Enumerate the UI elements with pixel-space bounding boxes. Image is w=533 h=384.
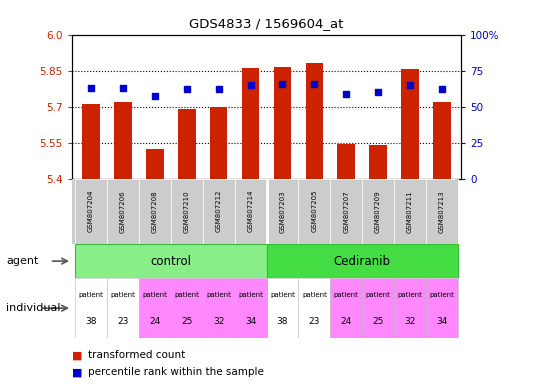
Bar xyxy=(203,278,235,338)
Text: control: control xyxy=(150,255,191,268)
Bar xyxy=(203,179,235,244)
Text: 25: 25 xyxy=(373,317,384,326)
Text: individual: individual xyxy=(6,303,61,313)
Text: patient: patient xyxy=(302,292,327,298)
Text: ■: ■ xyxy=(72,367,83,377)
Bar xyxy=(266,278,298,338)
Bar xyxy=(235,179,266,244)
Bar xyxy=(171,179,203,244)
Text: 24: 24 xyxy=(341,317,352,326)
Bar xyxy=(433,102,451,179)
Text: GSM807209: GSM807209 xyxy=(375,190,381,233)
Bar xyxy=(107,179,139,244)
Bar xyxy=(330,179,362,244)
Bar xyxy=(394,278,426,338)
Bar xyxy=(362,179,394,244)
Text: patient: patient xyxy=(142,292,167,298)
Bar xyxy=(298,278,330,338)
Point xyxy=(374,89,382,95)
Text: ■: ■ xyxy=(72,350,83,360)
Text: transformed count: transformed count xyxy=(88,350,185,360)
Text: patient: patient xyxy=(79,292,103,298)
Text: GSM807206: GSM807206 xyxy=(120,190,126,233)
Bar xyxy=(114,102,132,179)
Text: GSM807207: GSM807207 xyxy=(343,190,349,233)
Point xyxy=(246,82,255,88)
Bar xyxy=(426,278,458,338)
Bar xyxy=(210,106,228,179)
Point xyxy=(214,86,223,92)
Bar xyxy=(266,179,298,244)
Bar xyxy=(401,70,419,179)
Bar xyxy=(362,278,394,338)
Bar xyxy=(82,104,100,179)
Point xyxy=(406,82,414,88)
Bar xyxy=(75,278,107,338)
Text: GSM807203: GSM807203 xyxy=(279,190,286,233)
Text: GSM807213: GSM807213 xyxy=(439,190,445,233)
Bar xyxy=(242,68,260,179)
Text: 23: 23 xyxy=(309,317,320,326)
Bar xyxy=(107,278,139,338)
Text: 24: 24 xyxy=(149,317,160,326)
Bar xyxy=(337,144,355,179)
Bar xyxy=(298,179,330,244)
Text: GSM807214: GSM807214 xyxy=(247,190,254,232)
Text: 32: 32 xyxy=(405,317,416,326)
Bar xyxy=(369,145,387,179)
Text: 38: 38 xyxy=(85,317,97,326)
Bar xyxy=(146,149,164,179)
Text: 34: 34 xyxy=(436,317,448,326)
Text: GSM807210: GSM807210 xyxy=(184,190,190,233)
Text: patient: patient xyxy=(334,292,359,298)
Point xyxy=(342,91,351,97)
Bar xyxy=(235,278,266,338)
Text: GSM807204: GSM807204 xyxy=(88,190,94,232)
Text: GSM807212: GSM807212 xyxy=(216,190,222,232)
Text: GSM807208: GSM807208 xyxy=(152,190,158,233)
Text: 25: 25 xyxy=(181,317,192,326)
Bar xyxy=(305,63,323,179)
Text: patient: patient xyxy=(238,292,263,298)
Bar xyxy=(266,244,458,278)
Point xyxy=(278,80,287,86)
Text: patient: patient xyxy=(174,292,199,298)
Bar xyxy=(426,179,458,244)
Bar xyxy=(139,179,171,244)
Bar xyxy=(330,278,362,338)
Text: agent: agent xyxy=(6,256,39,266)
Bar xyxy=(171,278,203,338)
Point xyxy=(87,85,95,91)
Bar xyxy=(75,244,266,278)
Text: 38: 38 xyxy=(277,317,288,326)
Bar xyxy=(178,109,196,179)
Text: patient: patient xyxy=(430,292,454,298)
Text: patient: patient xyxy=(366,292,391,298)
Point xyxy=(119,85,127,91)
Text: patient: patient xyxy=(110,292,135,298)
Text: patient: patient xyxy=(206,292,231,298)
Bar xyxy=(394,179,426,244)
Text: GSM807205: GSM807205 xyxy=(311,190,317,232)
Point xyxy=(438,86,446,92)
Bar xyxy=(75,179,107,244)
Text: GDS4833 / 1569604_at: GDS4833 / 1569604_at xyxy=(189,17,344,30)
Text: 32: 32 xyxy=(213,317,224,326)
Bar xyxy=(139,278,171,338)
Text: 34: 34 xyxy=(245,317,256,326)
Text: Cediranib: Cediranib xyxy=(334,255,391,268)
Text: 23: 23 xyxy=(117,317,128,326)
Text: percentile rank within the sample: percentile rank within the sample xyxy=(88,367,264,377)
Point xyxy=(182,86,191,92)
Point xyxy=(310,80,319,86)
Text: patient: patient xyxy=(398,292,423,298)
Text: GSM807211: GSM807211 xyxy=(407,190,413,233)
Text: patient: patient xyxy=(270,292,295,298)
Point xyxy=(151,93,159,99)
Bar xyxy=(273,67,291,179)
